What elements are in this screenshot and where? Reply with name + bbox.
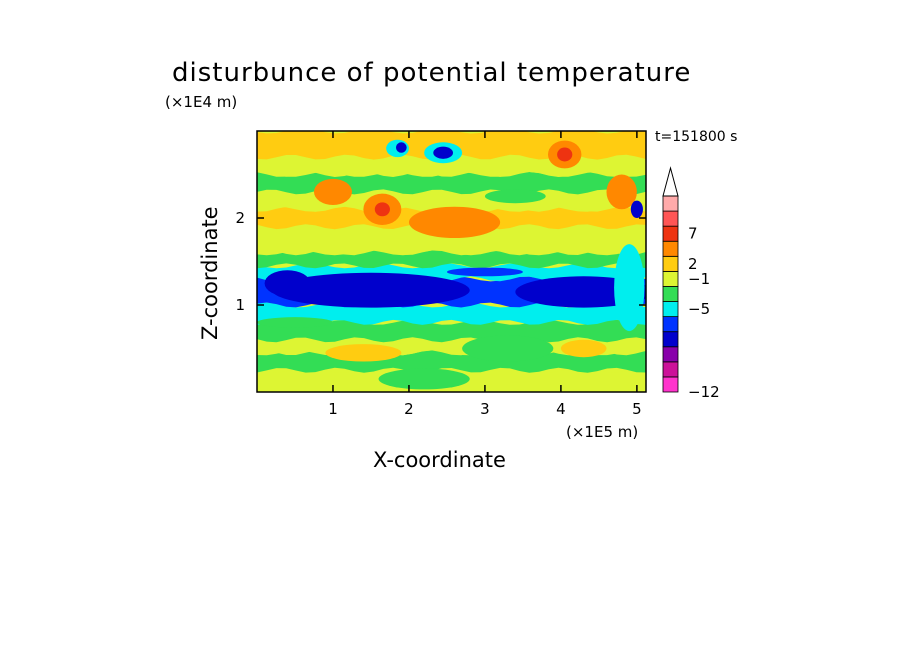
colorbar-tick-label: −5 <box>688 300 710 318</box>
contour-feature <box>272 272 470 308</box>
x-tick-label: 4 <box>556 400 566 418</box>
chart-title: disturbunce of potential temperature <box>172 58 692 88</box>
contour-band <box>257 319 646 343</box>
contour-feature <box>408 206 501 239</box>
colorbar-tick-label: 2 <box>688 255 698 273</box>
contour-feature <box>325 344 402 362</box>
y-axis-label: Z-coordinate <box>198 206 222 340</box>
contour-feature <box>396 142 407 153</box>
contour-feature <box>606 174 637 210</box>
x-tick-label: 3 <box>480 400 490 418</box>
contour-feature <box>515 276 646 308</box>
colorbar-cell <box>662 286 679 302</box>
x-tick-label: 5 <box>632 400 642 418</box>
colorbar-cell <box>662 376 679 393</box>
contour-feature <box>374 202 390 217</box>
colorbar-cell <box>662 346 679 363</box>
colorbar-tick-label: −1 <box>688 270 710 288</box>
colorbar-cell <box>662 225 679 242</box>
time-label: t=151800 s <box>655 129 738 145</box>
contour-feature <box>433 146 454 159</box>
contour-band <box>257 172 646 195</box>
colorbar-cell <box>662 255 679 272</box>
contour-band <box>257 302 646 325</box>
y-axis-unit: (×1E4 m) <box>165 93 238 111</box>
contour-feature <box>313 178 352 205</box>
contour-feature <box>264 270 311 297</box>
contour-feature <box>257 317 333 328</box>
colorbar-tick-label: 7 <box>688 225 698 243</box>
colorbar-cell <box>662 301 679 318</box>
contour-feature <box>614 244 645 332</box>
contour-band <box>257 224 646 256</box>
colorbar-cell <box>662 210 679 227</box>
contour-feature <box>560 339 607 358</box>
y-tick-label: 2 <box>235 209 245 227</box>
colorbar-cell <box>662 316 679 333</box>
contour-feature <box>446 267 523 277</box>
x-tick-label: 2 <box>404 400 414 418</box>
plot-frame <box>256 130 647 393</box>
x-axis-unit: (×1E5 m) <box>566 423 639 441</box>
contour-feature <box>630 200 643 218</box>
x-axis-label: X-coordinate <box>373 448 506 472</box>
contour-feature <box>462 335 554 362</box>
y-tick-label: 1 <box>235 296 245 314</box>
colorbar-cell <box>662 270 679 287</box>
contour-band <box>257 154 646 177</box>
colorbar-tick-label: −12 <box>688 383 720 401</box>
colorbar-extend-arrow <box>662 166 679 197</box>
colorbar-cell <box>662 240 679 257</box>
x-tick-label: 1 <box>328 400 338 418</box>
contour-feature <box>484 189 546 204</box>
contour-band <box>257 189 646 212</box>
contour-feature <box>557 147 573 162</box>
colorbar-cell <box>662 331 679 348</box>
contour-feature <box>378 368 470 390</box>
colorbar-cell <box>662 195 679 212</box>
colorbar-cell <box>662 361 679 378</box>
